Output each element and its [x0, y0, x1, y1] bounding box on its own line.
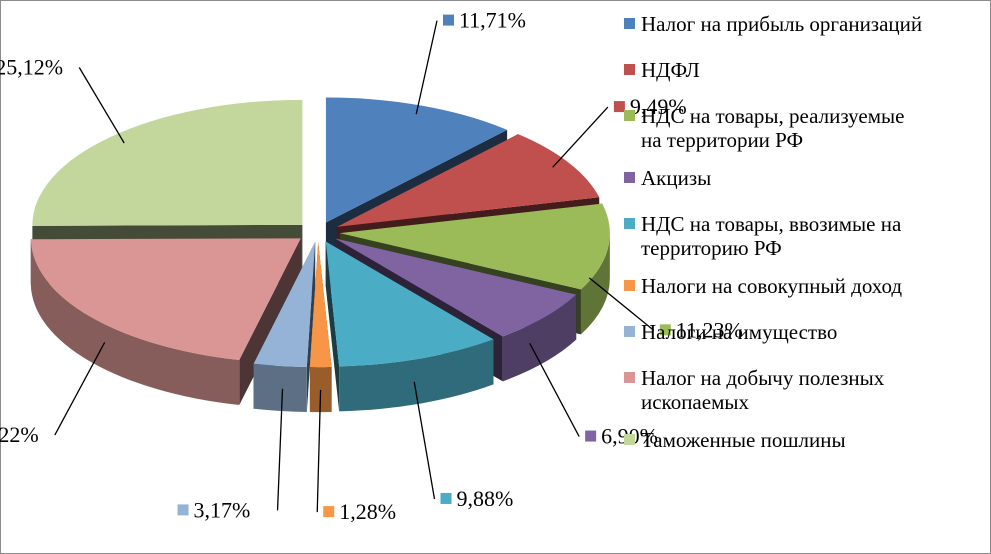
leader-line-4: [413, 381, 436, 500]
slice-0-top: [325, 97, 508, 223]
legend-label-6: Налоги на имущество: [641, 320, 837, 344]
legend-label-8: Таможенные пошлины: [641, 428, 846, 452]
leader-line-8: [78, 67, 125, 144]
legend-label-0: Налог на прибыль организаций: [641, 12, 922, 36]
legend-label-5: Налоги на совокупный доход: [641, 274, 902, 298]
data-label-marker-6: [177, 504, 189, 516]
pie-tops: [30, 97, 610, 368]
data-label-6: 3,17%: [194, 497, 251, 522]
legend-swatch-0: [624, 18, 635, 29]
legend-label-7-line-0: Налог на добычу полезных: [641, 366, 885, 390]
legend-swatch-6: [624, 326, 635, 337]
legend-swatch-8: [624, 434, 635, 445]
data-label-4: 9,88%: [456, 486, 513, 511]
legend-label-3: Акцизы: [641, 166, 711, 190]
legend-label-1: НДФЛ: [641, 58, 700, 82]
leader-line-7: [54, 342, 106, 436]
slice-5-side-0: [309, 366, 332, 413]
slice-3-top: [335, 238, 577, 337]
data-label-marker-1: [613, 101, 625, 113]
data-label-marker-4: [440, 492, 452, 504]
leader-line-2: [588, 277, 655, 331]
data-label-marker-3: [585, 430, 597, 442]
slice-7-top: [30, 238, 301, 361]
legend-label-2-line-1: на территории РФ: [641, 128, 803, 152]
data-label-marker-2: [659, 324, 671, 336]
leader-line-6: [276, 388, 284, 511]
data-label-marker-5: [323, 506, 335, 518]
slice-4-wall-1: [325, 241, 340, 412]
data-label-marker-0: [442, 14, 454, 26]
slice-8-top: [32, 99, 303, 226]
data-label-7: 21,22%: [0, 422, 39, 447]
slice-1-top: [336, 134, 600, 227]
legend-label-2-line-0: НДС на товары, реализуемые: [641, 104, 904, 128]
leader-line-1: [552, 106, 609, 168]
data-label-5: 1,28%: [339, 499, 396, 524]
data-label-0: 11,71%: [459, 8, 526, 33]
slice-7-side-0: [30, 239, 240, 406]
legend-swatch-1: [624, 64, 635, 75]
leader-line-0: [415, 20, 438, 115]
legend-swatch-3: [624, 172, 635, 183]
data-label-8: 25,12%: [0, 55, 63, 80]
leader-line-5: [316, 389, 322, 513]
data-label-1: 9,49%: [630, 94, 687, 119]
slice-6-top: [253, 242, 316, 367]
slice-2-side-0: [580, 233, 610, 335]
data-labels: 11,71%9,49%11,23%6,90%9,88%1,28%3,17%21,…: [0, 8, 743, 525]
legend-swatch-2: [624, 110, 635, 121]
legend-swatch-4: [624, 218, 635, 229]
slice-4-side-0: [339, 339, 494, 412]
legend-swatch-7: [624, 372, 635, 383]
legend-label-4-line-0: НДС на товары, ввозимые на: [641, 212, 902, 236]
data-label-2: 11,23%: [676, 317, 743, 342]
slice-4-top: [325, 241, 494, 367]
legend-label-7-line-1: ископаемых: [641, 390, 749, 414]
slice-6-side-0: [253, 363, 307, 412]
leader-lines: [54, 20, 655, 513]
legend: Налог на прибыль организаций НДФЛ НДС на т…: [624, 12, 922, 452]
legend-swatch-5: [624, 280, 635, 291]
leader-line-3: [529, 343, 580, 437]
slice-5-top: [309, 242, 332, 368]
slice-2-top: [339, 203, 610, 290]
slice-3-side-0: [502, 294, 577, 382]
legend-label-4-line-1: территорию РФ: [641, 236, 782, 260]
